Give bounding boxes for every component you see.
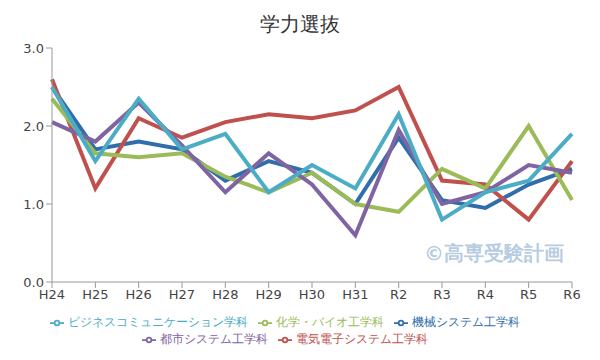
html-text:都市システム工学科: 都市システム工学科 [160,332,268,346]
svg-text:H28: H28 [212,287,238,302]
html-text:化学・バイオ工学科: 化学・バイオ工学科 [276,315,384,329]
svg-text:R5: R5 [520,287,537,302]
html-text:学力選抜: 学力選抜 [260,12,340,36]
svg-text:R2: R2 [390,287,407,302]
svg-text:3.0: 3.0 [23,41,44,56]
svg-text:R6: R6 [563,287,580,302]
html-text:電気電子システム工学科: 電気電子システム工学科 [296,332,428,346]
html-text:機械システム工学科: 機械システム工学科 [412,315,520,329]
svg-text:2.0: 2.0 [23,119,44,134]
svg-text:0.0: 0.0 [23,275,44,290]
svg-text:H27: H27 [169,287,195,302]
svg-text:H31: H31 [342,287,368,302]
svg-text:H25: H25 [82,287,108,302]
svg-text:1.0: 1.0 [23,197,44,212]
svg-text:H26: H26 [126,287,152,302]
html-text:©高専受験計画: ©高専受験計画 [424,241,564,265]
svg-text:R3: R3 [433,287,450,302]
html-text:ビジネスコミュニケーション学科: ビジネスコミュニケーション学科 [68,315,248,329]
svg-text:H24: H24 [38,287,66,303]
svg-text:H30: H30 [299,287,325,302]
svg-text:H29: H29 [256,287,282,302]
svg-text:R4: R4 [477,287,494,302]
